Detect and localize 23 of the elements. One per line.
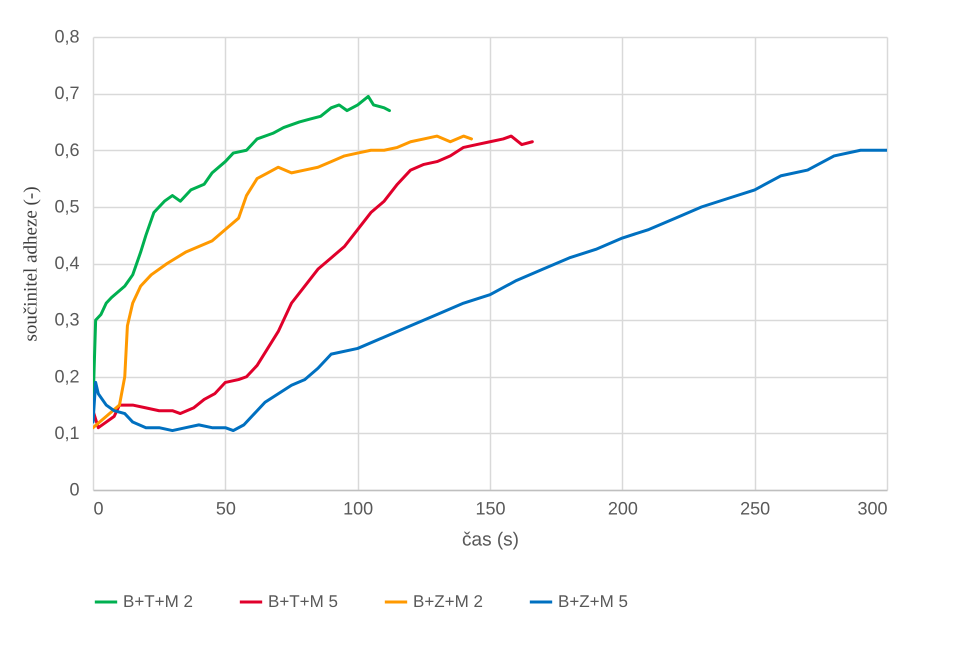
x-tick-label: 150 [475, 498, 506, 518]
y-axis-title: součinitel adheze (-) [20, 186, 42, 342]
x-tick-label: 50 [216, 498, 236, 518]
legend-label: B+Z+M 2 [413, 592, 483, 611]
line-series [93, 148, 887, 432]
x-tick-label: 200 [608, 498, 638, 518]
x-tick-label: 300 [857, 498, 888, 518]
legend-label: B+T+M 5 [268, 592, 338, 611]
legend-label: B+Z+M 5 [558, 592, 628, 611]
y-tick-label: 0,1 [54, 422, 80, 443]
y-tick-label: 0,3 [54, 310, 80, 330]
y-tick-label: 0,5 [54, 196, 80, 216]
y-tick-label: 0,7 [54, 83, 80, 104]
y-tick-label: 0 [69, 480, 80, 500]
y-tick-label: 0,8 [54, 26, 80, 46]
x-tick-label: 100 [343, 498, 374, 518]
y-tick-label: 0,2 [54, 366, 80, 386]
x-axis-title: čas (s) [462, 530, 519, 550]
x-tick-label: 250 [740, 498, 770, 518]
x-tick-label: 0 [94, 498, 104, 518]
y-tick-label: 0,4 [54, 253, 80, 273]
legend-label: B+T+M 2 [123, 592, 193, 611]
y-tick-label: 0,6 [54, 140, 80, 160]
